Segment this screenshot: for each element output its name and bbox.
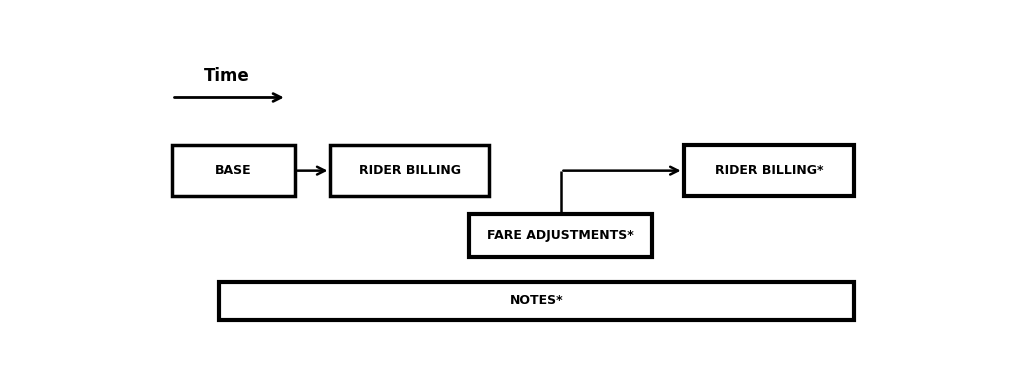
- FancyBboxPatch shape: [219, 282, 854, 320]
- Text: FARE ADJUSTMENTS*: FARE ADJUSTMENTS*: [487, 229, 634, 242]
- FancyBboxPatch shape: [172, 146, 295, 196]
- Text: RIDER BILLING*: RIDER BILLING*: [715, 164, 823, 177]
- Text: NOTES*: NOTES*: [510, 294, 563, 307]
- Text: BASE: BASE: [215, 164, 252, 177]
- FancyBboxPatch shape: [684, 146, 854, 196]
- FancyBboxPatch shape: [469, 214, 652, 257]
- Text: RIDER BILLING: RIDER BILLING: [358, 164, 461, 177]
- FancyBboxPatch shape: [331, 146, 489, 196]
- Text: Time: Time: [204, 67, 249, 85]
